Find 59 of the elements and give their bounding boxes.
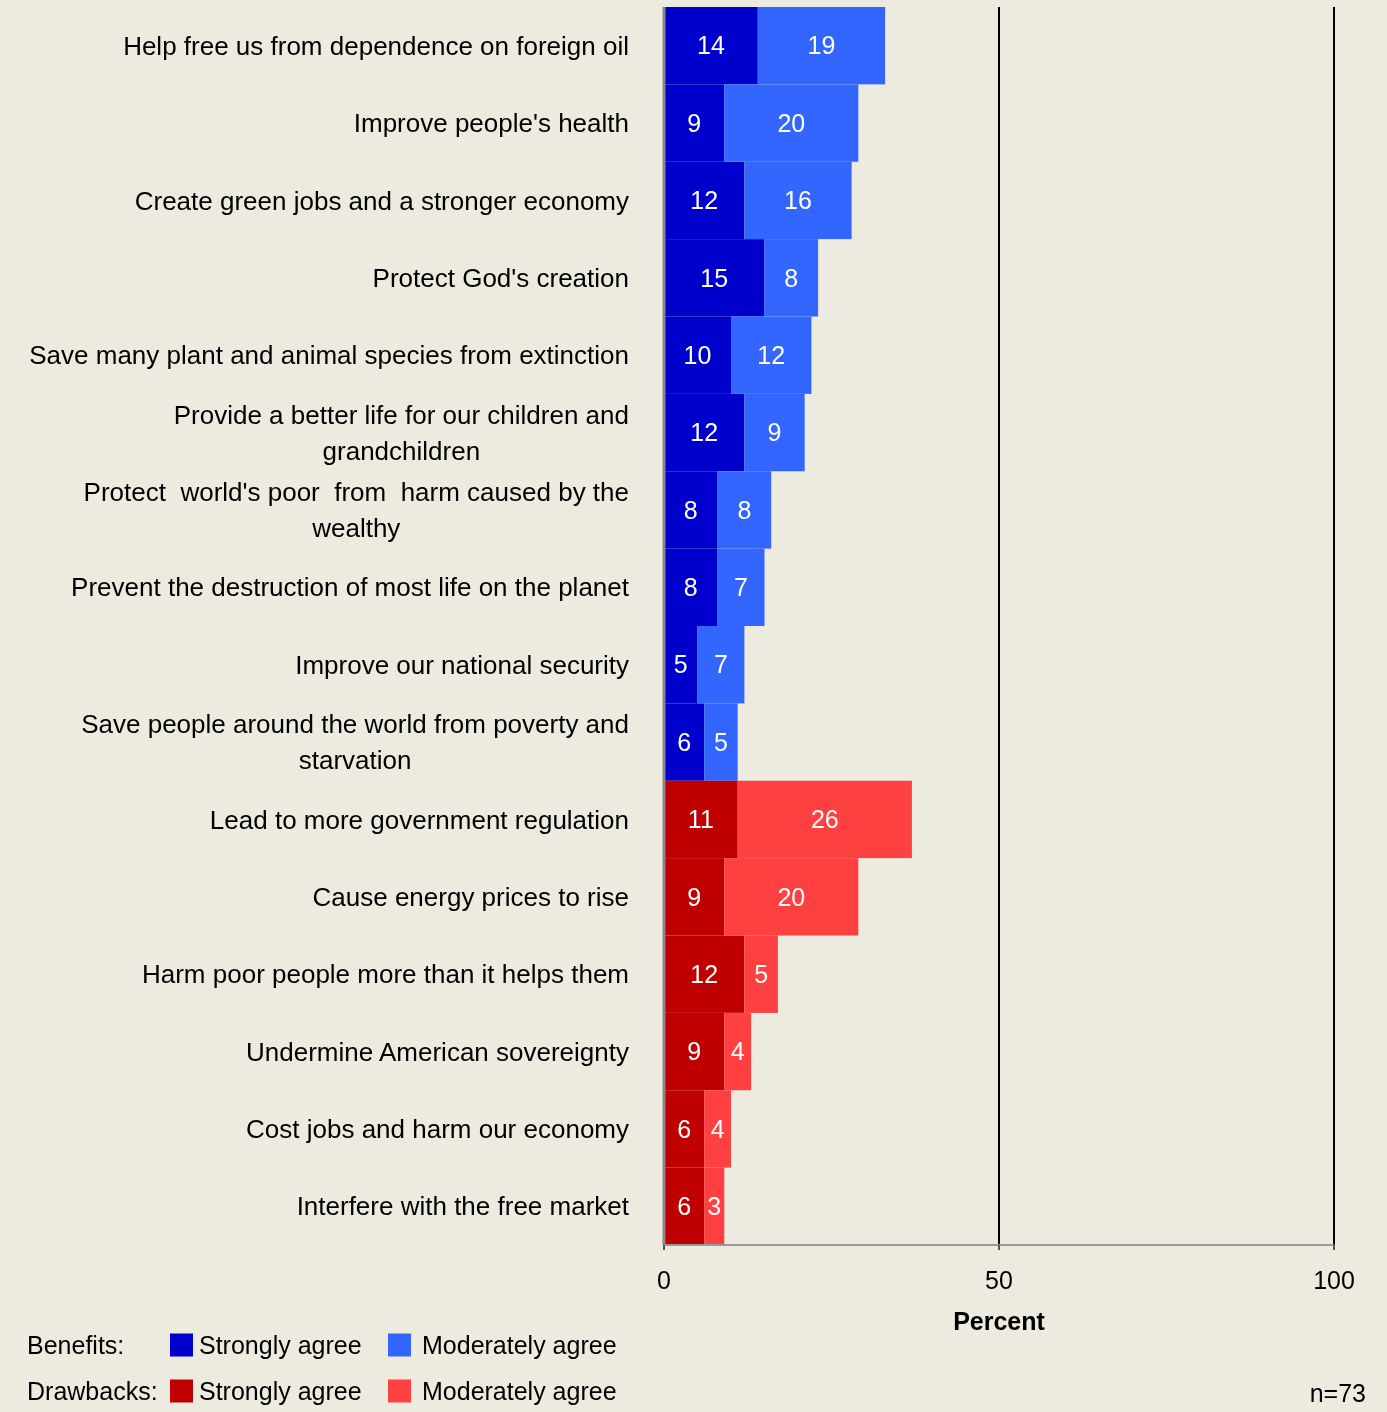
y-tick-label: Cost jobs and harm our economy [246,1114,629,1145]
y-tick-label: Undermine American sovereignty [246,1036,629,1067]
x-tick-label: 100 [1313,1265,1355,1294]
data-label: 6 [677,727,692,756]
x-tick-label: 50 [985,1265,1013,1294]
x-tick-label: 0 [657,1265,671,1294]
data-label: 12 [690,959,719,988]
data-label: 19 [807,31,836,60]
data-label: 9 [687,108,702,137]
data-label: 12 [757,340,786,369]
data-label: 26 [810,805,839,834]
y-tick-label: Protect God's creation [372,262,629,293]
data-label: 15 [700,263,729,292]
legend-label: Strongly agree [199,1330,362,1359]
data-label: 8 [737,495,752,524]
data-label: 20 [777,108,806,137]
data-label: 4 [730,1037,745,1066]
y-tick-label: Protect world's poor from harm caused by the wealthy [83,477,629,544]
data-label: 16 [784,186,812,215]
data-label: 5 [754,959,769,988]
y-tick-label: Create green jobs and a stronger economy [134,185,629,216]
y-tick-label: Interfere with the free market [296,1191,630,1222]
legend-label: Moderately agree [422,1376,617,1405]
data-label: 8 [683,495,698,524]
y-tick-label: Save many plant and animal species from extinction [29,340,629,371]
data-label: 11 [687,805,714,834]
data-label: 4 [710,1114,725,1143]
data-label: 8 [784,263,799,292]
data-label: 6 [677,1192,692,1221]
y-tick-label: Prevent the destruction of most life on the planet [71,572,630,603]
legend-label: Strongly agree [199,1376,362,1405]
y-tick-label: Save people around the world from poverty and starvation [81,709,629,776]
y-tick-label: Harm poor people more than it helps them [141,959,629,990]
y-tick-label: Cause energy prices to rise [312,881,629,912]
data-label: 14 [696,31,725,60]
data-label: 20 [777,882,806,911]
legend-label: Moderately agree [422,1330,617,1359]
text: Benefits: [27,1330,125,1359]
data-label: 7 [714,650,728,679]
data-label: 9 [687,882,702,911]
y-tick-label: Provide a better life for our children and grandchildren [173,399,630,466]
data-label: 8 [683,573,698,602]
y-tick-label: Improve people's health [353,108,629,139]
text: n=73 [1309,1378,1366,1407]
data-label: 12 [690,418,719,447]
data-label: 7 [734,573,748,602]
y-tick-label: Help free us from dependence on foreign oil [123,30,629,61]
data-label: 6 [677,1114,692,1143]
data-label: 5 [714,727,728,756]
data-label: 9 [767,418,782,447]
y-tick-label: Lead to more government regulation [209,804,629,835]
y-tick-label: Improve our national security [295,649,629,680]
data-label: 3 [707,1192,722,1221]
data-label: 10 [683,340,712,369]
data-label: 12 [690,186,719,215]
text: Drawbacks: [27,1376,158,1405]
x-axis-title: Percent [953,1306,1046,1335]
data-label: 5 [673,650,688,679]
data-label: 9 [687,1037,702,1066]
